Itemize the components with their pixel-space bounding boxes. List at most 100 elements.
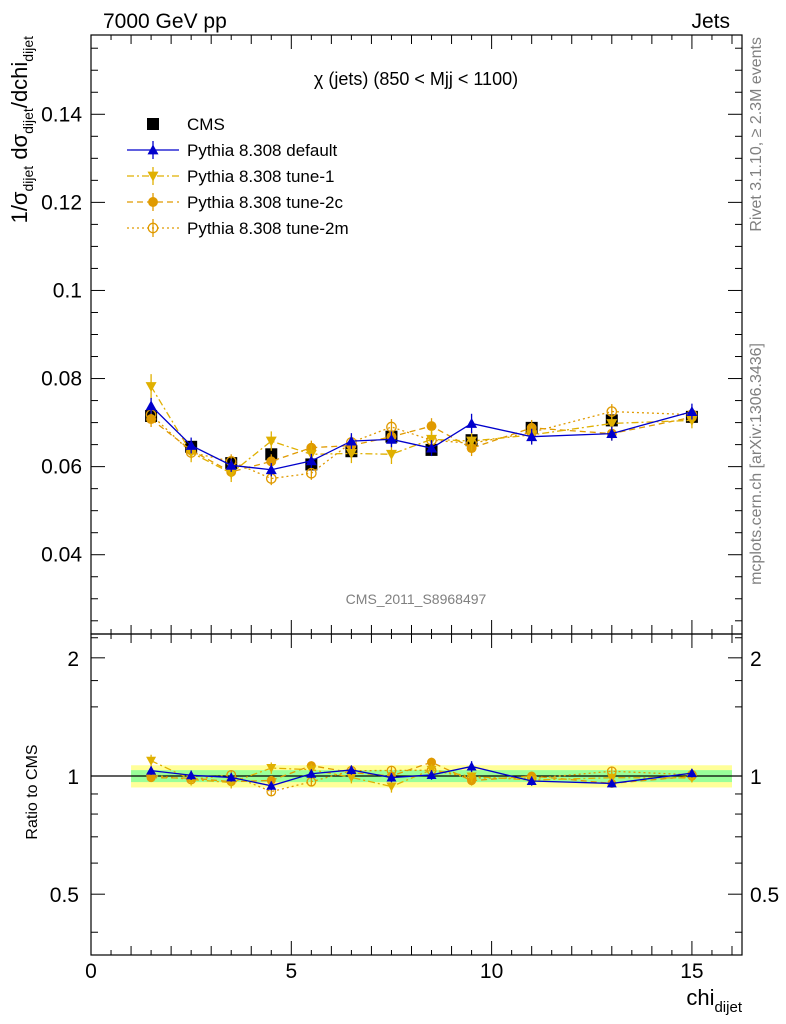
point-marker xyxy=(686,406,698,416)
series-line xyxy=(150,386,692,475)
legend-label: Pythia 8.308 tune-2c xyxy=(187,193,343,212)
x-tick-label: 10 xyxy=(480,960,503,983)
legend-label-cms: CMS xyxy=(187,115,225,134)
y-tick-label: 0.14 xyxy=(41,103,82,126)
ratio-point xyxy=(146,754,157,767)
point-marker xyxy=(606,428,618,438)
x-tick-label: 5 xyxy=(285,960,297,983)
point-marker xyxy=(526,431,538,442)
point-marker xyxy=(426,434,438,445)
point-marker xyxy=(146,756,157,766)
ratio-point xyxy=(686,768,697,778)
series-pythia-8-308-default xyxy=(145,397,698,791)
ratio-tick-label-right: 2 xyxy=(750,648,762,671)
ratio-point xyxy=(466,761,477,772)
point-marker xyxy=(145,382,157,392)
point-marker xyxy=(226,772,237,782)
point-marker xyxy=(265,436,277,447)
legend-item: Pythia 8.308 tune-2m xyxy=(127,219,349,238)
point-marker xyxy=(606,773,617,783)
ratio-point xyxy=(466,770,477,783)
plot-title: χ (jets) (850 < Mjj < 1100) xyxy=(314,69,518,89)
point-marker xyxy=(146,765,157,775)
ratio-point xyxy=(266,780,277,791)
ratio-point xyxy=(386,772,397,783)
point-marker xyxy=(186,770,197,780)
point-marker xyxy=(466,417,478,428)
point-marker xyxy=(146,773,156,783)
y-axis-label: 1/σdijet dσdijet/dchidijet xyxy=(7,36,36,224)
header-right: Jets xyxy=(691,10,730,33)
point-marker xyxy=(266,780,277,790)
point-marker xyxy=(147,144,159,155)
point-marker xyxy=(385,449,397,460)
legend-marker-cms xyxy=(147,118,159,130)
ratio-line xyxy=(151,765,693,787)
point-marker xyxy=(306,467,317,479)
ratio-point xyxy=(146,765,157,775)
data-point xyxy=(265,431,277,451)
legend-label: Pythia 8.308 default xyxy=(187,141,338,160)
ratio-point xyxy=(426,769,437,780)
ratio-point xyxy=(606,778,617,788)
axes-layer: 0 5 10 15 0.04 0.06 0.08 0.1 0.12 0.14 0.5 0.5 1 1 2 2 xyxy=(41,34,779,983)
legend-label: Pythia 8.308 tune-1 xyxy=(187,167,334,186)
point-marker xyxy=(265,464,277,475)
series-line xyxy=(150,405,693,471)
data-point xyxy=(185,437,197,454)
point-marker xyxy=(466,761,477,771)
data-point xyxy=(606,426,618,441)
point-marker xyxy=(426,442,438,453)
ratio-point xyxy=(306,768,317,779)
legend-item: Pythia 8.308 tune-1 xyxy=(127,167,334,186)
data-point xyxy=(145,397,157,414)
header-left: 7000 GeV pp xyxy=(103,10,227,33)
data-point xyxy=(305,453,317,468)
point-marker xyxy=(266,775,276,785)
rivet-label: Rivet 3.1.10, ≥ 2.3M events xyxy=(748,37,765,232)
data-point xyxy=(385,431,397,448)
ratio-point xyxy=(526,776,537,786)
y-tick-label: 0.08 xyxy=(41,368,82,391)
y-tick-label: 0.1 xyxy=(53,279,82,302)
ratio-point xyxy=(346,764,357,775)
point-marker xyxy=(145,400,157,411)
legend: CMS Pythia 8.308 default Pythia 8.308 tune… xyxy=(127,115,349,238)
y-tick-label: 0.12 xyxy=(41,191,82,214)
x-tick-label: 0 xyxy=(85,960,97,983)
point-marker xyxy=(305,455,317,466)
ratio-line xyxy=(150,760,692,788)
point-marker xyxy=(345,435,357,446)
data-point xyxy=(225,458,237,472)
legend-label: Pythia 8.308 tune-2m xyxy=(187,219,349,238)
y-tick-label: 0.04 xyxy=(41,544,82,567)
data-point xyxy=(466,431,478,451)
data-point xyxy=(466,413,478,434)
ratio-point xyxy=(386,780,397,793)
point-marker xyxy=(386,772,397,782)
ratio-point xyxy=(266,762,277,774)
point-marker xyxy=(466,436,478,447)
ratio-point xyxy=(226,772,237,782)
ratio-tick-label-right: 1 xyxy=(750,766,762,789)
point-marker xyxy=(185,439,197,450)
point-marker xyxy=(266,456,277,467)
ratio-tick-label-left: 0.5 xyxy=(50,884,79,907)
ratio-tick-label-left: 1 xyxy=(67,766,79,789)
point-marker xyxy=(385,433,397,444)
legend-item: Pythia 8.308 default xyxy=(127,141,338,160)
point-marker xyxy=(426,421,437,432)
x-tick-label: 15 xyxy=(680,960,703,983)
point-marker xyxy=(386,782,397,792)
ratio-tick-label-left: 2 xyxy=(67,648,79,671)
watermark: CMS_2011_S8968497 xyxy=(346,591,487,607)
point-marker xyxy=(306,768,317,778)
data-point xyxy=(306,466,317,480)
legend-item: Pythia 8.308 tune-2c xyxy=(127,193,343,212)
data-point xyxy=(526,428,538,445)
mcplots-label: mcplots.cern.ch [arXiv:1306.3436] xyxy=(748,343,765,585)
point-marker xyxy=(266,764,277,774)
y-tick-label: 0.06 xyxy=(41,456,82,479)
data-point xyxy=(345,433,357,450)
